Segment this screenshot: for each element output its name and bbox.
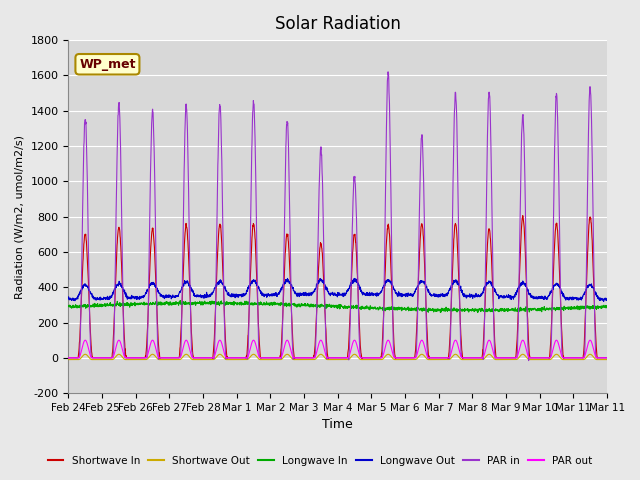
Text: WP_met: WP_met	[79, 58, 136, 71]
Y-axis label: Radiation (W/m2, umol/m2/s): Radiation (W/m2, umol/m2/s)	[15, 134, 25, 299]
Title: Solar Radiation: Solar Radiation	[275, 15, 401, 33]
Legend: Shortwave In, Shortwave Out, Longwave In, Longwave Out, PAR in, PAR out: Shortwave In, Shortwave Out, Longwave In…	[44, 452, 596, 470]
X-axis label: Time: Time	[323, 419, 353, 432]
